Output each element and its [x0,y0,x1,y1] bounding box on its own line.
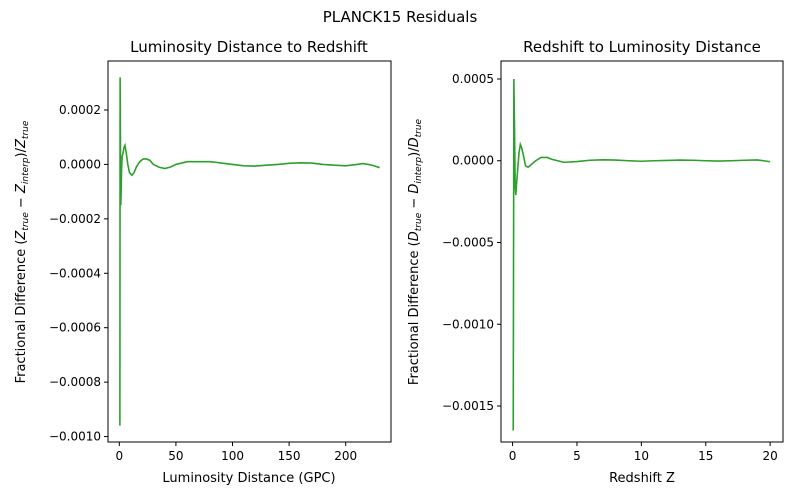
chart-title: Luminosity Distance to Redshift [130,38,368,56]
figure-suptitle: PLANCK15 Residuals [323,8,478,26]
y-tick-label: −0.0002 [49,212,101,226]
y-tick-label: 0.0000 [59,157,101,171]
svg-text:Fractional Difference (Dtrue −: Fractional Difference (Dtrue − Dinterp)/… [407,118,424,385]
chart-title: Redshift to Luminosity Distance [523,38,761,56]
y-tick-label: −0.0006 [49,321,101,335]
y-axis-label: Fractional Difference (Ztrue − Zinterp)/… [14,120,31,383]
y-tick-label: −0.0015 [442,399,494,413]
x-tick-label: 100 [221,449,244,463]
panel-luminosity-to-redshift: Luminosity Distance to Redshift Fraction… [14,38,392,486]
x-tick-label: 0 [115,449,123,463]
series-line [512,78,771,431]
x-axis-label: Redshift Z [609,471,675,486]
y-tick-label: −0.0008 [49,375,101,389]
x-tick-label: 15 [698,449,713,463]
x-tick-label: 50 [168,449,183,463]
x-tick-label: 20 [762,449,777,463]
y-tick-label: 0.0000 [452,154,494,168]
y-tick-label: 0.0005 [452,72,494,86]
y-tick-label: −0.0010 [442,317,494,331]
x-tick-label: 150 [278,449,301,463]
series-line [119,77,380,426]
x-tick-label: 200 [334,449,357,463]
axes-frame [500,60,784,443]
y-tick-label: −0.0004 [49,266,101,280]
x-tick-label: 5 [573,449,581,463]
panel-redshift-to-luminosity: Redshift to Luminosity Distance Fraction… [407,38,784,486]
y-tick-label: 0.0002 [59,103,101,117]
svg-text:Fractional Difference (Ztrue −: Fractional Difference (Ztrue − Zinterp)/… [14,120,31,383]
x-axis-label: Luminosity Distance (GPC) [162,471,335,486]
x-tick-label: 0 [509,449,517,463]
y-axis-label: Fractional Difference (Dtrue − Dinterp)/… [407,118,424,385]
x-tick-label: 10 [634,449,649,463]
axes-frame [107,60,392,443]
y-tick-label: −0.0005 [442,236,494,250]
y-tick-label: −0.0010 [49,430,101,444]
